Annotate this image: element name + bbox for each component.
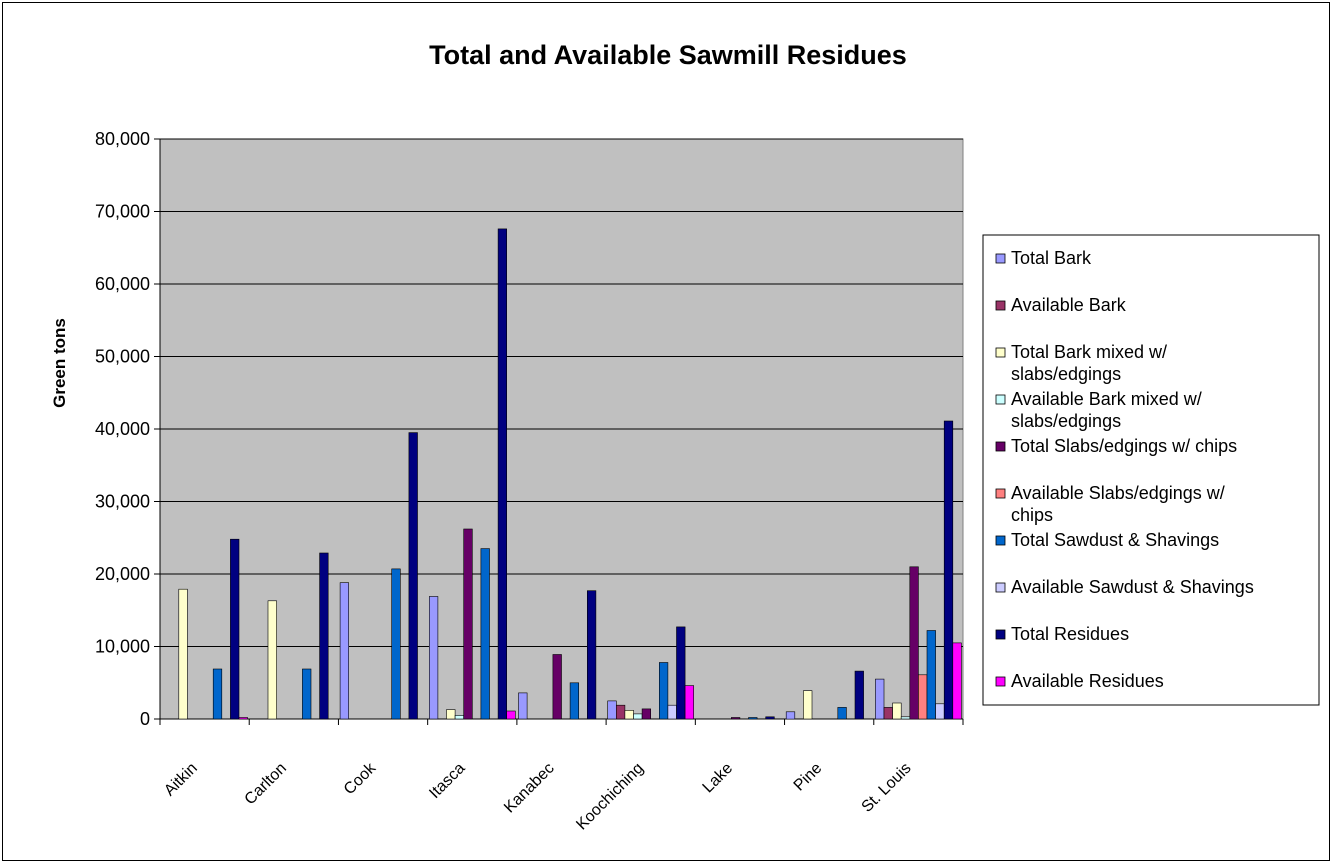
x-tick-label: Carlton [242, 760, 290, 808]
x-tick-label: Lake [700, 760, 737, 797]
y-tick-label: 50,000 [95, 347, 150, 367]
y-tick-label: 10,000 [95, 637, 150, 657]
bar [586, 590, 597, 720]
x-tick-label: Itasca [426, 760, 468, 802]
y-tick-label: 70,000 [95, 202, 150, 222]
bar [765, 716, 775, 720]
y-tick-label: 80,000 [95, 129, 150, 149]
legend-label: Available Slabs/edgings w/chips [1011, 483, 1225, 525]
bar [238, 717, 248, 720]
bar [230, 538, 240, 720]
bar [506, 710, 516, 720]
x-tick-label: Kanabec [501, 760, 558, 817]
bar [892, 702, 902, 720]
bar [607, 700, 617, 720]
chart-canvas: Total and Available Sawmill Residues Gre… [50, 40, 1320, 834]
x-tick-label: Cook [341, 759, 380, 798]
bar [391, 568, 401, 720]
x-tick-label: Pine [791, 760, 826, 795]
bar [569, 682, 579, 720]
legend-label: Total Sawdust & Shavings [1011, 530, 1219, 550]
bar [178, 588, 188, 720]
legend-swatch [995, 488, 1006, 499]
bar [748, 717, 758, 720]
legend-label: Total Bark mixed w/slabs/edgings [1011, 342, 1167, 384]
legend-swatch [995, 582, 1006, 593]
plot-area: 0 10,000 20,000 30,000 40,000 50,000 60,000 70,… [95, 129, 964, 834]
x-tick-label: Koochiching [573, 760, 647, 834]
bar [803, 690, 813, 720]
bar [909, 566, 919, 720]
bar [684, 685, 694, 720]
legend-swatch [995, 441, 1006, 452]
legend-swatch [995, 347, 1006, 358]
bar [837, 707, 847, 720]
legend-label: Available Bark mixed w/slabs/edgings [1011, 389, 1202, 431]
legend-swatch [995, 535, 1006, 546]
legend-swatch [995, 300, 1006, 311]
bar [641, 708, 651, 720]
legend-box [982, 234, 1320, 706]
bar [408, 432, 418, 720]
bar [952, 642, 962, 720]
bar [875, 678, 885, 720]
bar [518, 692, 528, 720]
legend-swatch [995, 394, 1006, 405]
chart-title: Total and Available Sawmill Residues [429, 40, 907, 70]
legend-label: Available Bark [1011, 295, 1127, 315]
bar [926, 630, 936, 720]
bar [676, 626, 686, 720]
y-tick-label: 60,000 [95, 274, 150, 294]
bar [615, 704, 626, 720]
legend-label: Total Residues [1011, 624, 1129, 644]
bar [497, 228, 508, 720]
legend-swatch [995, 253, 1006, 264]
bar [883, 707, 893, 720]
y-tick-label: 20,000 [95, 564, 150, 584]
x-tick-label: St. Louis [859, 760, 915, 816]
y-tick-label: 0 [140, 709, 150, 729]
bar [446, 709, 456, 720]
bar [943, 420, 954, 720]
legend-label: Available Sawdust & Shavings [1011, 577, 1254, 597]
bar [463, 528, 473, 720]
bar [624, 709, 634, 720]
bar [212, 668, 223, 720]
legend-swatch [995, 676, 1006, 687]
bar [785, 711, 796, 720]
bar [319, 552, 329, 720]
bar [730, 717, 741, 720]
legend: Total Bark Available Bark Total Bark mixed… [982, 234, 1320, 706]
bar [918, 674, 928, 720]
y-tick-label: 30,000 [95, 492, 150, 512]
legend-label: Available Residues [1011, 671, 1164, 691]
bar [633, 713, 643, 720]
y-axis-label: Green tons [50, 318, 69, 408]
bar [339, 582, 350, 720]
bar [267, 600, 277, 720]
bar [454, 715, 465, 720]
bar [658, 662, 669, 720]
y-tick-label: 40,000 [95, 419, 150, 439]
bar [935, 703, 945, 720]
bar [900, 716, 911, 720]
bar [480, 548, 490, 720]
bar [302, 668, 312, 720]
bar [552, 654, 562, 720]
bar [667, 704, 677, 720]
bar [428, 596, 439, 720]
legend-swatch [995, 629, 1006, 640]
legend-label: Total Slabs/edgings w/ chips [1011, 436, 1237, 456]
bar [854, 670, 864, 720]
x-tick-label: Aitkin [161, 760, 201, 800]
legend-label: Total Bark [1011, 248, 1092, 268]
